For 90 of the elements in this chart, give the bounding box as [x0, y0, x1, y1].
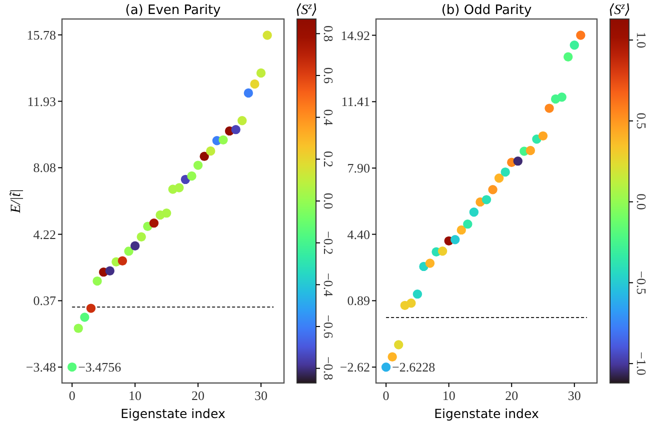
color-bar-label: 0.4 [321, 109, 336, 126]
color-bar-label: −0.6 [321, 314, 336, 339]
point [206, 146, 216, 156]
point [450, 235, 460, 244]
point [482, 195, 492, 204]
point [513, 156, 522, 166]
point [92, 276, 102, 286]
y-tick-label: 4.22 [33, 226, 56, 242]
y-tick-label: 8.08 [33, 160, 56, 176]
y-tick-label: −2.62 [340, 360, 370, 375]
point [438, 246, 448, 256]
point [469, 208, 479, 217]
point [576, 30, 586, 40]
point [425, 258, 435, 268]
point [412, 289, 422, 299]
point [494, 174, 504, 183]
y-tick-label: 4.40 [347, 226, 370, 242]
x-axis-title: Eigenstate index [120, 406, 226, 421]
point [538, 131, 548, 141]
point [388, 352, 397, 362]
point [86, 304, 96, 313]
y-tick-label: 11.41 [341, 94, 370, 110]
point [162, 208, 172, 218]
color-bar-label: −0.2 [321, 231, 336, 255]
point [570, 40, 579, 50]
point [200, 152, 209, 161]
color-bar-label: −0.8 [321, 356, 336, 380]
y-tick-label: 0.37 [33, 293, 56, 308]
point [80, 312, 90, 322]
point [488, 185, 498, 194]
x-tick-label: 10 [442, 388, 456, 403]
point [130, 241, 140, 250]
y-tick-label: 14.92 [340, 28, 370, 43]
point [381, 362, 391, 372]
color-bar-title: ⟨S$^{z}$⟩ [608, 0, 630, 18]
point [231, 124, 240, 134]
color-bar-label: 1.0 [634, 32, 649, 48]
point [149, 218, 159, 228]
point [544, 104, 554, 113]
annotation: −2.6228 [392, 360, 436, 375]
x-tick-label: 20 [505, 388, 518, 403]
point [187, 171, 196, 181]
point [174, 183, 184, 192]
x-tick-label: 0 [68, 388, 76, 403]
point [526, 146, 536, 156]
point [262, 30, 272, 40]
point [406, 298, 416, 308]
color-bar-label: 0.6 [321, 67, 336, 84]
color-bar-title: ⟨S$^{z}$⟩ [296, 0, 318, 18]
y-tick-label: 7.90 [347, 160, 370, 176]
chart-title: (b) Odd Parity [441, 3, 532, 18]
x-tick-label: 30 [254, 388, 268, 403]
point [394, 340, 404, 350]
point [250, 79, 260, 89]
point [456, 225, 466, 235]
point [564, 52, 573, 62]
color-bar-label: 0.2 [321, 151, 336, 168]
point [244, 88, 254, 98]
point [193, 160, 203, 170]
point [218, 135, 228, 145]
point [67, 362, 77, 372]
point [463, 219, 472, 229]
annotation: −3.4756 [78, 360, 122, 375]
point [105, 266, 114, 276]
color-bar-label: 0.0 [321, 192, 336, 210]
color-bar-label: −1.0 [634, 352, 649, 376]
y-tick-label: 15.78 [26, 27, 56, 42]
x-tick-label: 0 [382, 388, 390, 403]
color-bar-label: −0.4 [321, 272, 336, 297]
color-bar-label: 0.0 [634, 194, 649, 210]
color-bar-label: −0.5 [634, 270, 649, 294]
color-bar-label: 0.5 [634, 112, 649, 130]
point [557, 92, 566, 102]
point [256, 68, 266, 78]
point [500, 167, 510, 177]
y-tick-label: 0.89 [347, 293, 370, 308]
chart-title: (a) Even Parity [125, 3, 222, 18]
y-axis-title: E/|t̃| [9, 188, 24, 214]
point [124, 246, 134, 256]
x-tick-label: 10 [128, 388, 142, 403]
point [238, 116, 247, 126]
y-tick-label: −3.48 [26, 360, 56, 375]
y-tick-label: 11.93 [27, 94, 56, 109]
x-tick-label: 30 [568, 388, 581, 403]
x-axis-title: Eigenstate index [434, 406, 539, 421]
point [118, 256, 128, 266]
point [74, 324, 83, 333]
color-bar-label: 0.8 [321, 26, 336, 42]
x-tick-label: 20 [192, 388, 205, 403]
point [136, 232, 146, 242]
